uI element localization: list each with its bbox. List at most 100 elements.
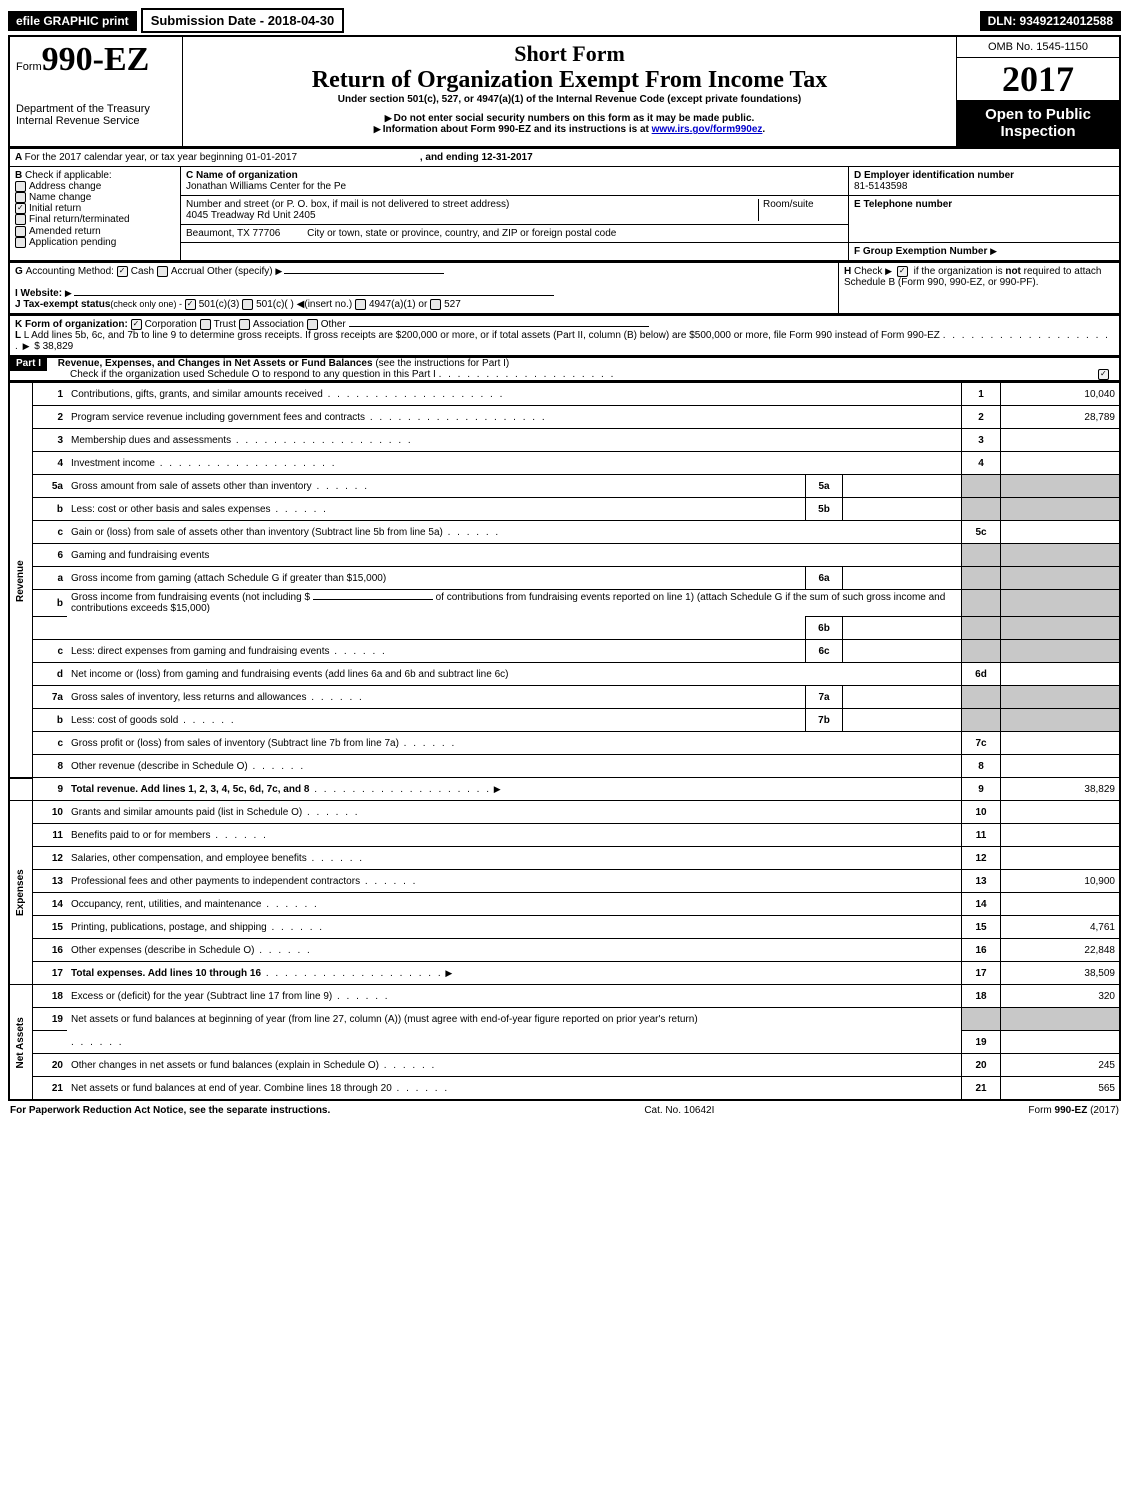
shade-cell xyxy=(1001,640,1121,663)
shade-cell xyxy=(1001,709,1121,732)
line-6d-desc: Net income or (loss) from gaming and fun… xyxy=(71,669,508,680)
checkbox-other-org[interactable] xyxy=(307,319,318,330)
part1-header: Part I Revenue, Expenses, and Changes in… xyxy=(8,357,1121,382)
line-7b-num: b xyxy=(33,709,68,732)
line-2-box: 2 xyxy=(962,406,1001,429)
line-20-num: 20 xyxy=(33,1054,68,1077)
line-6a-ival xyxy=(843,567,962,590)
line-15-box: 15 xyxy=(962,916,1001,939)
footer-form-year: (2017) xyxy=(1087,1105,1119,1116)
addr-label: Number and street (or P. O. box, if mail… xyxy=(186,199,509,210)
checkbox-trust[interactable] xyxy=(200,319,211,330)
line-7b-ival xyxy=(843,709,962,732)
line-13-value: 10,900 xyxy=(1001,870,1121,893)
dots xyxy=(329,646,386,657)
line-11-desc: Benefits paid to or for members xyxy=(71,830,211,841)
label-name-change: Name change xyxy=(29,192,91,203)
addr-value: 4045 Treadway Rd Unit 2405 xyxy=(186,210,316,221)
entity-info: A For the 2017 calendar year, or tax yea… xyxy=(8,148,1121,262)
irs-link[interactable]: www.irs.gov/form990ez xyxy=(652,124,763,135)
line-6b-ibox: 6b xyxy=(806,617,843,640)
form-prefix: Form xyxy=(16,61,42,73)
line-19-num: 19 xyxy=(33,1008,68,1031)
dots xyxy=(71,1037,124,1048)
line-6c-ibox: 6c xyxy=(806,640,843,663)
checkbox-schedule-b-not-required[interactable] xyxy=(897,266,908,277)
line-14-num: 14 xyxy=(33,893,68,916)
open-to-public: Open to Public Inspection xyxy=(957,100,1119,146)
line-8-value xyxy=(1001,755,1121,778)
checkbox-association[interactable] xyxy=(239,319,250,330)
dots xyxy=(332,991,389,1002)
revenue-label: Revenue xyxy=(9,383,33,778)
shade-cell xyxy=(962,709,1001,732)
shade-cell xyxy=(962,590,1001,617)
shade-cell xyxy=(962,640,1001,663)
checkbox-cash[interactable] xyxy=(117,266,128,277)
line-6b-num: b xyxy=(33,590,68,617)
part1-title: Revenue, Expenses, and Changes in Net As… xyxy=(50,358,373,369)
line-1-desc: Contributions, gifts, grants, and simila… xyxy=(71,389,323,400)
shade-cell xyxy=(1001,544,1121,567)
checkbox-4947[interactable] xyxy=(355,299,366,310)
dots xyxy=(309,784,491,795)
line-12-box: 12 xyxy=(962,847,1001,870)
j-label: J Tax-exempt status xyxy=(15,299,110,310)
checkbox-corporation[interactable] xyxy=(131,319,142,330)
line-7b-ibox: 7b xyxy=(806,709,843,732)
line-5c-desc: Gain or (loss) from sale of assets other… xyxy=(71,527,443,538)
tax-year: 2017 xyxy=(957,58,1119,100)
line-7a-ival xyxy=(843,686,962,709)
line-4-num: 4 xyxy=(33,452,68,475)
label-cash: Cash xyxy=(131,266,154,277)
main-title: Return of Organization Exempt From Incom… xyxy=(189,67,950,94)
checkbox-accrual[interactable] xyxy=(157,266,168,277)
shade-cell xyxy=(962,617,1001,640)
line-17-num: 17 xyxy=(33,962,68,985)
line-2-value: 28,789 xyxy=(1001,406,1121,429)
line-6b-desc: Gross income from fundraising events (no… xyxy=(71,592,310,603)
arrow-icon xyxy=(885,266,894,277)
shade-cell xyxy=(962,475,1001,498)
line-1-num: 1 xyxy=(33,383,68,406)
expenses-label: Expenses xyxy=(9,801,33,985)
checkbox-schedule-o[interactable] xyxy=(1098,369,1109,380)
line-7c-desc: Gross profit or (loss) from sales of inv… xyxy=(71,738,399,749)
line-7b-desc: Less: cost of goods sold xyxy=(71,715,178,726)
netassets-label: Net Assets xyxy=(9,985,33,1101)
shade-cell xyxy=(962,567,1001,590)
line-16-desc: Other expenses (describe in Schedule O) xyxy=(71,945,254,956)
checkbox-initial-return[interactable] xyxy=(15,203,26,214)
e-label: E Telephone number xyxy=(854,199,952,210)
checkbox-amended-return[interactable] xyxy=(15,226,26,237)
line-7a-desc: Gross sales of inventory, less returns a… xyxy=(71,692,306,703)
top-bar: efile GRAPHIC print Submission Date - 20… xyxy=(8,8,1121,33)
line-7c-value xyxy=(1001,732,1121,755)
shade-cell xyxy=(1001,590,1121,617)
k-label: K Form of organization: xyxy=(15,319,128,330)
checkbox-name-change[interactable] xyxy=(15,192,26,203)
line-11-box: 11 xyxy=(962,824,1001,847)
dots xyxy=(379,1060,436,1071)
line-20-desc: Other changes in net assets or fund bala… xyxy=(71,1060,379,1071)
line-19-value xyxy=(1001,1031,1121,1054)
shade-cell xyxy=(1001,475,1121,498)
page-footer: For Paperwork Reduction Act Notice, see … xyxy=(8,1101,1121,1120)
line-3-box: 3 xyxy=(962,429,1001,452)
form-number: 990-EZ xyxy=(42,41,150,78)
arrow-icon xyxy=(494,784,503,795)
line-17-box: 17 xyxy=(962,962,1001,985)
line-3-desc: Membership dues and assessments xyxy=(71,435,231,446)
line-6d-value xyxy=(1001,663,1121,686)
checkbox-501c3[interactable] xyxy=(185,299,196,310)
checkbox-final-return[interactable] xyxy=(15,214,26,225)
checkbox-501c[interactable] xyxy=(242,299,253,310)
line-9-value: 38,829 xyxy=(1001,778,1121,801)
checkbox-application-pending[interactable] xyxy=(15,237,26,248)
dots xyxy=(261,968,443,979)
line-10-value xyxy=(1001,801,1121,824)
checkbox-address-change[interactable] xyxy=(15,181,26,192)
checkbox-527[interactable] xyxy=(430,299,441,310)
line-20-value: 245 xyxy=(1001,1054,1121,1077)
dots xyxy=(248,761,305,772)
